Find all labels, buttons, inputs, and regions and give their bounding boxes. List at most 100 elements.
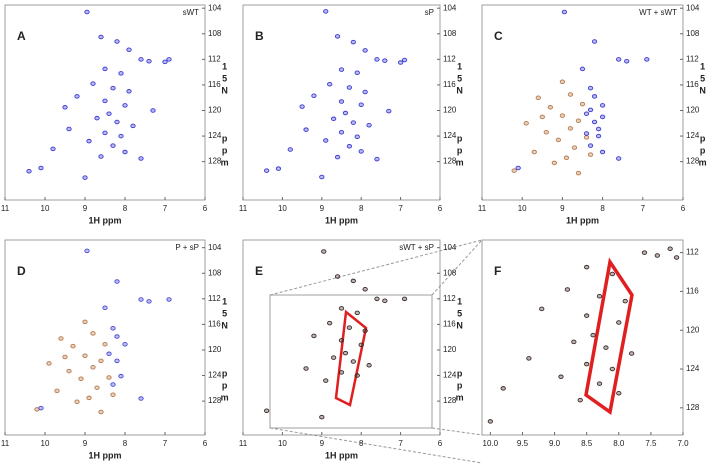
x-tick-label: 7 xyxy=(163,204,168,213)
y-tick-label: 128 xyxy=(443,396,457,405)
peak xyxy=(401,57,408,63)
peak xyxy=(511,168,517,173)
peak xyxy=(50,146,56,152)
peak xyxy=(599,149,606,155)
peak xyxy=(122,341,128,347)
x-tick-label: 11 xyxy=(1,204,10,213)
y-tick-label: 124 xyxy=(686,364,700,373)
y-tick-label: 104 xyxy=(443,3,457,12)
peak xyxy=(386,108,392,114)
x-tick-label: 11 xyxy=(478,204,487,213)
plot-frame xyxy=(4,4,206,201)
peak xyxy=(535,95,541,100)
x-tick-label: 10 xyxy=(518,204,527,213)
peak xyxy=(571,145,578,150)
peak xyxy=(342,350,349,356)
x-tick-label: 10 xyxy=(41,204,50,213)
peak xyxy=(54,388,60,394)
y-tick-label: 120 xyxy=(686,325,700,334)
x-axis-label: 1H ppm xyxy=(566,215,599,225)
peak xyxy=(599,114,606,120)
zoom-region xyxy=(269,294,433,429)
peak xyxy=(98,34,104,40)
y-axis-label: 15N xyxy=(220,62,230,98)
peak xyxy=(110,85,116,91)
x-tick-label: 7 xyxy=(398,439,403,448)
y-tick-label: 108 xyxy=(686,29,700,38)
peak xyxy=(616,156,622,161)
peak xyxy=(374,296,380,302)
y-tick-label: 120 xyxy=(686,106,700,115)
peak xyxy=(38,405,44,411)
peak xyxy=(114,119,120,125)
x-tick-label: 10 xyxy=(41,439,50,448)
y-tick-label: 108 xyxy=(208,29,222,38)
peak xyxy=(346,325,353,330)
peak xyxy=(561,9,568,15)
peak xyxy=(66,126,72,132)
peak xyxy=(84,9,90,15)
peak xyxy=(275,166,282,171)
peak xyxy=(122,103,128,108)
peak xyxy=(106,351,112,357)
peak xyxy=(563,155,570,161)
peak xyxy=(354,373,360,378)
peak xyxy=(46,361,52,366)
peak xyxy=(38,165,44,171)
x-axis-label: 1H ppm xyxy=(325,215,358,225)
y-tick-label: 112 xyxy=(686,248,699,257)
peak xyxy=(84,248,90,254)
peak xyxy=(346,144,353,149)
peak xyxy=(118,71,124,76)
peak xyxy=(138,297,144,302)
y-tick-label: 120 xyxy=(208,345,222,354)
y-tick-label: 128 xyxy=(443,157,457,166)
y-axis-label: 15N xyxy=(220,297,230,333)
peak xyxy=(609,366,616,372)
y-axis-label: ppm xyxy=(698,134,708,170)
peak xyxy=(579,101,586,107)
peak xyxy=(303,127,309,132)
peak xyxy=(599,103,606,108)
peak xyxy=(102,341,108,347)
peak xyxy=(354,134,360,139)
x-tick-label: 10 xyxy=(278,439,287,448)
zoom-connector xyxy=(431,239,483,296)
peak xyxy=(303,366,309,371)
panel-label: F xyxy=(494,264,501,278)
peak xyxy=(628,351,635,356)
zoom-connector xyxy=(269,427,483,464)
peak xyxy=(567,126,574,131)
peak xyxy=(26,168,32,174)
y-axis-label: ppm xyxy=(220,134,230,170)
peak xyxy=(70,343,76,349)
x-tick-label: 7 xyxy=(163,439,168,448)
y-axis-label: ppm xyxy=(220,369,230,405)
plot-frame xyxy=(242,239,441,436)
panel-label: C xyxy=(494,29,503,43)
peak xyxy=(118,133,124,139)
peak xyxy=(150,108,156,113)
peak xyxy=(551,160,558,166)
y-tick-label: 108 xyxy=(443,29,457,38)
peak xyxy=(90,364,96,370)
y-tick-label: 124 xyxy=(443,371,457,380)
peak xyxy=(338,370,345,375)
peak xyxy=(358,342,364,348)
peak xyxy=(616,320,622,325)
peak xyxy=(584,313,590,318)
peak xyxy=(543,129,549,135)
peak xyxy=(299,104,305,109)
peak xyxy=(587,143,594,148)
peak xyxy=(654,253,660,258)
peak xyxy=(641,250,648,255)
peak xyxy=(401,296,408,302)
peak xyxy=(358,149,364,154)
peak xyxy=(587,107,594,113)
legend-label: P + sP xyxy=(175,243,199,252)
y-tick-label: 128 xyxy=(686,403,700,412)
peak xyxy=(342,110,349,116)
peak xyxy=(122,149,128,155)
peak xyxy=(166,57,172,62)
